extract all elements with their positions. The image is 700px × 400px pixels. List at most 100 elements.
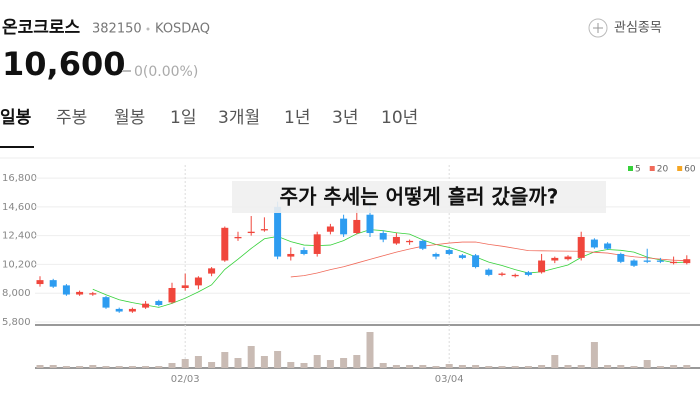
candle-body xyxy=(155,301,163,305)
y-tick-label: 14,600 xyxy=(2,202,37,213)
volume-bar xyxy=(458,365,466,368)
plus-icon xyxy=(588,18,608,38)
volume-bar xyxy=(102,366,110,368)
volume-bar xyxy=(300,363,308,368)
volume-bar xyxy=(445,364,453,368)
volume-bar xyxy=(36,365,44,368)
volume-bar xyxy=(274,351,282,368)
candle-body xyxy=(300,250,308,254)
tab[interactable]: 3개월 xyxy=(218,108,260,128)
volume-bar xyxy=(49,365,57,368)
legend-swatch xyxy=(628,166,633,171)
candle-body xyxy=(76,291,84,295)
volume-bar xyxy=(168,363,176,368)
chart: 5,800 8,000 10,200 12,400 14,600 16,800 02/03 0… xyxy=(0,157,700,385)
watch-button[interactable]: 관심종목 xyxy=(588,18,662,38)
title-box xyxy=(232,181,606,213)
tab[interactable]: 주봉 xyxy=(56,108,87,128)
candle-body xyxy=(353,219,361,234)
candle-body xyxy=(551,257,559,261)
volume-bar xyxy=(604,365,612,368)
volume-bar xyxy=(353,355,361,368)
volume-bar xyxy=(511,366,519,368)
volume-bar xyxy=(406,365,414,368)
candle-body xyxy=(142,303,150,308)
candle-body xyxy=(313,234,321,254)
candle-body xyxy=(445,250,453,254)
volume-bar xyxy=(419,365,427,368)
candle-body xyxy=(617,253,625,262)
candle-body xyxy=(128,308,136,312)
volume-bar xyxy=(538,365,546,368)
candle-body xyxy=(115,308,123,312)
stock-name: 온코크로스 xyxy=(2,18,81,38)
volume-bar xyxy=(115,366,123,368)
candle-body xyxy=(406,240,414,243)
volume-bar xyxy=(234,358,242,368)
volume-bar xyxy=(247,346,255,368)
plus-icon-cross xyxy=(593,23,603,33)
legend-label: 60 xyxy=(684,165,696,175)
candle-body xyxy=(326,226,334,232)
volume-bar xyxy=(155,366,163,368)
volume-bar xyxy=(62,366,70,368)
volume-bar xyxy=(208,362,216,368)
y-tick-label: 5,800 xyxy=(2,317,31,328)
candle-body xyxy=(379,233,387,240)
candle-body xyxy=(458,255,466,258)
candle-body xyxy=(62,285,70,295)
candle-body xyxy=(670,261,678,264)
tab[interactable]: 일봉 xyxy=(0,108,32,128)
stock-code: 382150 xyxy=(92,22,142,37)
volume-bar xyxy=(221,352,229,368)
candle-body xyxy=(366,214,374,234)
volume-bar xyxy=(76,366,84,368)
candle-body xyxy=(36,280,44,285)
candle-body xyxy=(485,269,493,275)
tab[interactable]: 10년 xyxy=(381,108,418,128)
candle-body xyxy=(392,236,400,244)
volume-bar xyxy=(379,363,387,368)
volume-bar xyxy=(340,358,348,368)
x-tick-label: 02/03 xyxy=(171,374,200,385)
candle-body xyxy=(247,231,255,234)
candle-body xyxy=(221,227,229,261)
y-tick-label: 12,400 xyxy=(2,231,37,242)
candle-body xyxy=(577,236,585,258)
volume-bar xyxy=(432,366,440,368)
volume-bar xyxy=(313,355,321,368)
volume-bar xyxy=(670,365,678,368)
candle-body xyxy=(340,218,348,235)
tabs: 일봉 주봉 월봉 1일 3개월 1년 3년 10년 xyxy=(0,108,418,128)
candle-body xyxy=(564,256,572,260)
y-tick-label: 16,800 xyxy=(2,173,37,184)
tab[interactable]: 1년 xyxy=(284,108,310,128)
volume-bar xyxy=(472,365,480,368)
candle-body xyxy=(102,297,110,308)
volume-bar xyxy=(392,365,400,368)
tab[interactable]: 1일 xyxy=(170,108,196,128)
market: KOSDAQ xyxy=(155,22,210,37)
candle-body xyxy=(472,255,480,268)
tab[interactable]: 3년 xyxy=(332,108,358,128)
volume-bar xyxy=(89,365,97,368)
candle-body xyxy=(538,260,546,273)
volume-bar xyxy=(630,366,638,368)
candle-body xyxy=(643,260,651,262)
volume-bar xyxy=(194,356,202,368)
watch-label[interactable]: 관심종목 xyxy=(614,21,662,36)
volume-bar xyxy=(260,356,268,368)
candle-body xyxy=(208,268,216,274)
volume-bar xyxy=(326,360,334,368)
volume-bar xyxy=(551,355,559,368)
y-tick-label: 10,200 xyxy=(2,259,37,270)
legend-swatch xyxy=(649,166,655,171)
tab[interactable]: 월봉 xyxy=(114,108,145,128)
price-change: 0(0.00%) xyxy=(134,64,198,80)
candle-body xyxy=(194,277,202,286)
volume-bar xyxy=(366,332,374,368)
volume-bar xyxy=(656,366,664,368)
x-tick-label: 03/04 xyxy=(435,374,464,385)
volume-bar xyxy=(643,360,651,368)
candle-body xyxy=(656,260,664,262)
